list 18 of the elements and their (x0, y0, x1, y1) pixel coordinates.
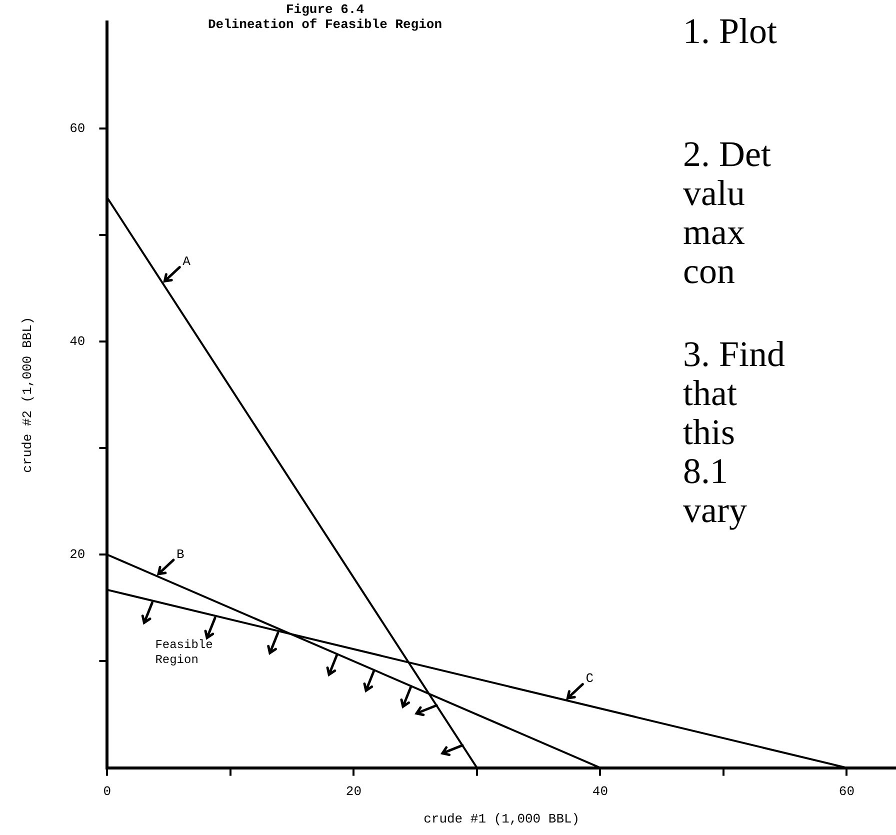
y-tick-label: 60 (70, 120, 86, 136)
y-tick-label: 20 (70, 547, 86, 562)
annotation: 2. Det valu max con (683, 134, 771, 291)
series-label: A (182, 254, 191, 270)
x-tick-label: 0 (103, 784, 112, 800)
x-tick-label: 60 (838, 784, 855, 800)
annotation: 3. Find that this 8.1 vary (683, 334, 786, 530)
series-label: B (176, 546, 184, 562)
annotation: 1. Plot (683, 11, 778, 51)
x-tick-label: 20 (346, 784, 362, 800)
annotation: Feasible Region (155, 638, 214, 668)
x-tick-label: 40 (592, 784, 608, 800)
chart-subtitle: Delineation of Feasible Region (206, 17, 444, 32)
series-label: C (586, 671, 594, 686)
y-axis-title: crude #2 (1,000 BBL) (20, 316, 36, 473)
chart-title: Figure 6.4 (284, 2, 365, 17)
y-tick-label: 40 (70, 334, 86, 349)
x-axis-title: crude #1 (1,000 BBL) (424, 812, 580, 827)
